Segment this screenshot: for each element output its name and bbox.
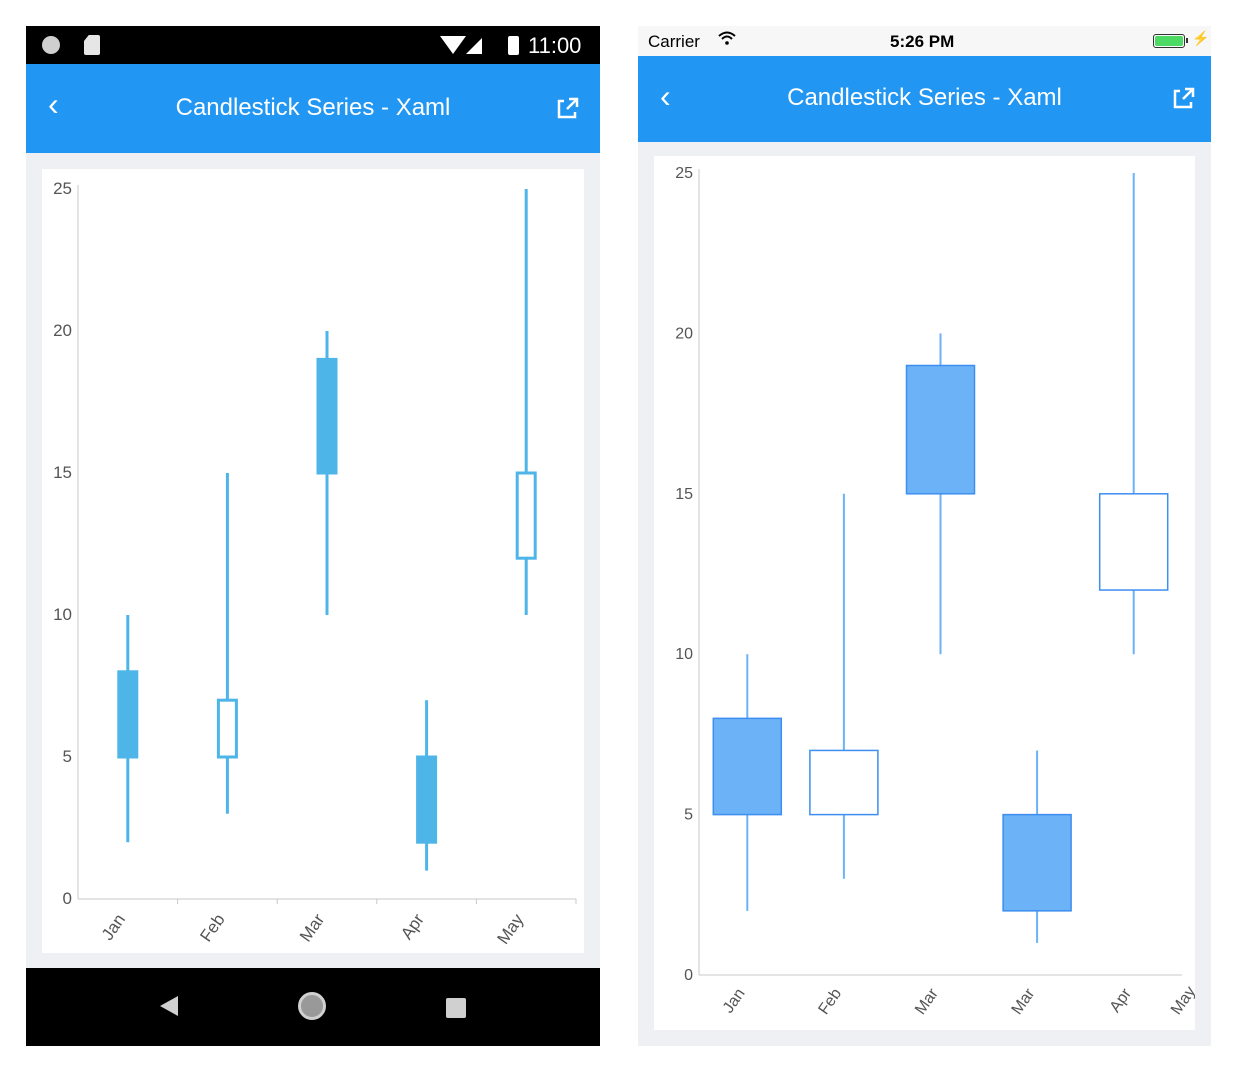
charging-bolt-icon: ⚡ xyxy=(1192,30,1210,46)
carrier-label: Carrier xyxy=(648,32,700,51)
y-tick-label: 0 xyxy=(684,967,693,984)
external-link-icon[interactable] xyxy=(554,96,580,122)
android-nav-bar xyxy=(26,968,600,1046)
nav-recent-icon[interactable] xyxy=(446,998,466,1018)
y-tick-label: 5 xyxy=(684,807,693,824)
x-tick-label: Feb xyxy=(196,910,228,945)
android-status-bar: 11:00 xyxy=(26,26,600,64)
wifi-icon xyxy=(718,31,736,45)
nav-back-icon[interactable] xyxy=(160,996,178,1016)
candle-body xyxy=(1098,493,1169,591)
chevron-left-icon[interactable]: ‹ xyxy=(660,78,671,114)
candle-body xyxy=(515,471,537,560)
ios-status-bar: Carrier 5:26 PM ⚡ xyxy=(638,26,1211,56)
candle-body xyxy=(1002,813,1072,912)
candle-body xyxy=(316,357,338,475)
x-tick-label: Apr xyxy=(397,910,428,943)
status-time: 11:00 xyxy=(528,33,582,58)
x-tick-label: Feb xyxy=(815,985,845,1017)
candle-body xyxy=(905,364,976,495)
candle-body xyxy=(809,749,879,816)
y-tick-label: 0 xyxy=(63,889,72,908)
candlestick-chart: 0 5 10 15 20 25 Jan Feb Mar Apr May xyxy=(53,179,577,948)
y-tick-label: 10 xyxy=(53,605,72,624)
x-tick-label: Mar xyxy=(1009,985,1039,1018)
x-tick-label: Mar xyxy=(296,910,329,945)
ios-screen: Carrier 5:26 PM ⚡ ‹ Candlestick Series -… xyxy=(638,26,1211,1046)
chart-card: 0 5 10 15 20 25 Jan Feb Mar Apr May xyxy=(42,169,584,953)
battery-icon xyxy=(1153,34,1188,48)
page-title: Candlestick Series - Xaml xyxy=(787,84,1062,111)
x-tick-label: May xyxy=(1168,984,1195,1019)
nav-home-icon[interactable] xyxy=(298,992,326,1020)
app-bar: ‹ Candlestick Series - Xaml xyxy=(638,56,1211,142)
candle-body xyxy=(416,755,438,844)
candle-body xyxy=(216,698,238,759)
sd-card-icon xyxy=(84,35,100,55)
y-tick-label: 10 xyxy=(675,646,693,663)
battery-icon xyxy=(508,36,519,55)
x-tick-label: Apr xyxy=(1107,985,1136,1016)
y-tick-label: 25 xyxy=(53,179,72,198)
external-link-icon[interactable] xyxy=(1170,86,1196,112)
status-time: 5:26 PM xyxy=(890,32,955,51)
y-tick-label: 5 xyxy=(63,747,72,766)
x-tick-label: Jan xyxy=(98,910,129,943)
x-tick-label: May xyxy=(493,910,527,948)
y-tick-label: 15 xyxy=(53,463,72,482)
chevron-left-icon[interactable]: ‹ xyxy=(48,86,59,122)
y-tick-label: 25 xyxy=(675,165,693,182)
wifi-icon xyxy=(440,36,466,54)
notification-dot-icon xyxy=(42,36,60,54)
page-title: Candlestick Series - Xaml xyxy=(175,94,451,121)
candle-body xyxy=(712,717,783,816)
y-tick-label: 15 xyxy=(675,486,693,503)
candle-body xyxy=(117,670,139,759)
android-screen: 11:00 ‹ Candlestick Series - Xaml 0 5 10 15… xyxy=(26,26,600,1046)
app-bar: ‹ Candlestick Series - Xaml xyxy=(26,64,600,153)
y-tick-label: 20 xyxy=(53,321,72,340)
y-tick-label: 20 xyxy=(675,325,693,342)
chart-card: 0 5 10 15 20 25 Jan Feb Mar Mar Apr May xyxy=(654,156,1195,1030)
x-tick-label: Mar xyxy=(912,985,942,1018)
candlestick-chart: 0 5 10 15 20 25 Jan Feb Mar Mar Apr May xyxy=(675,165,1195,1019)
x-tick-label: Jan xyxy=(720,986,749,1017)
cellular-signal-icon xyxy=(466,38,482,54)
